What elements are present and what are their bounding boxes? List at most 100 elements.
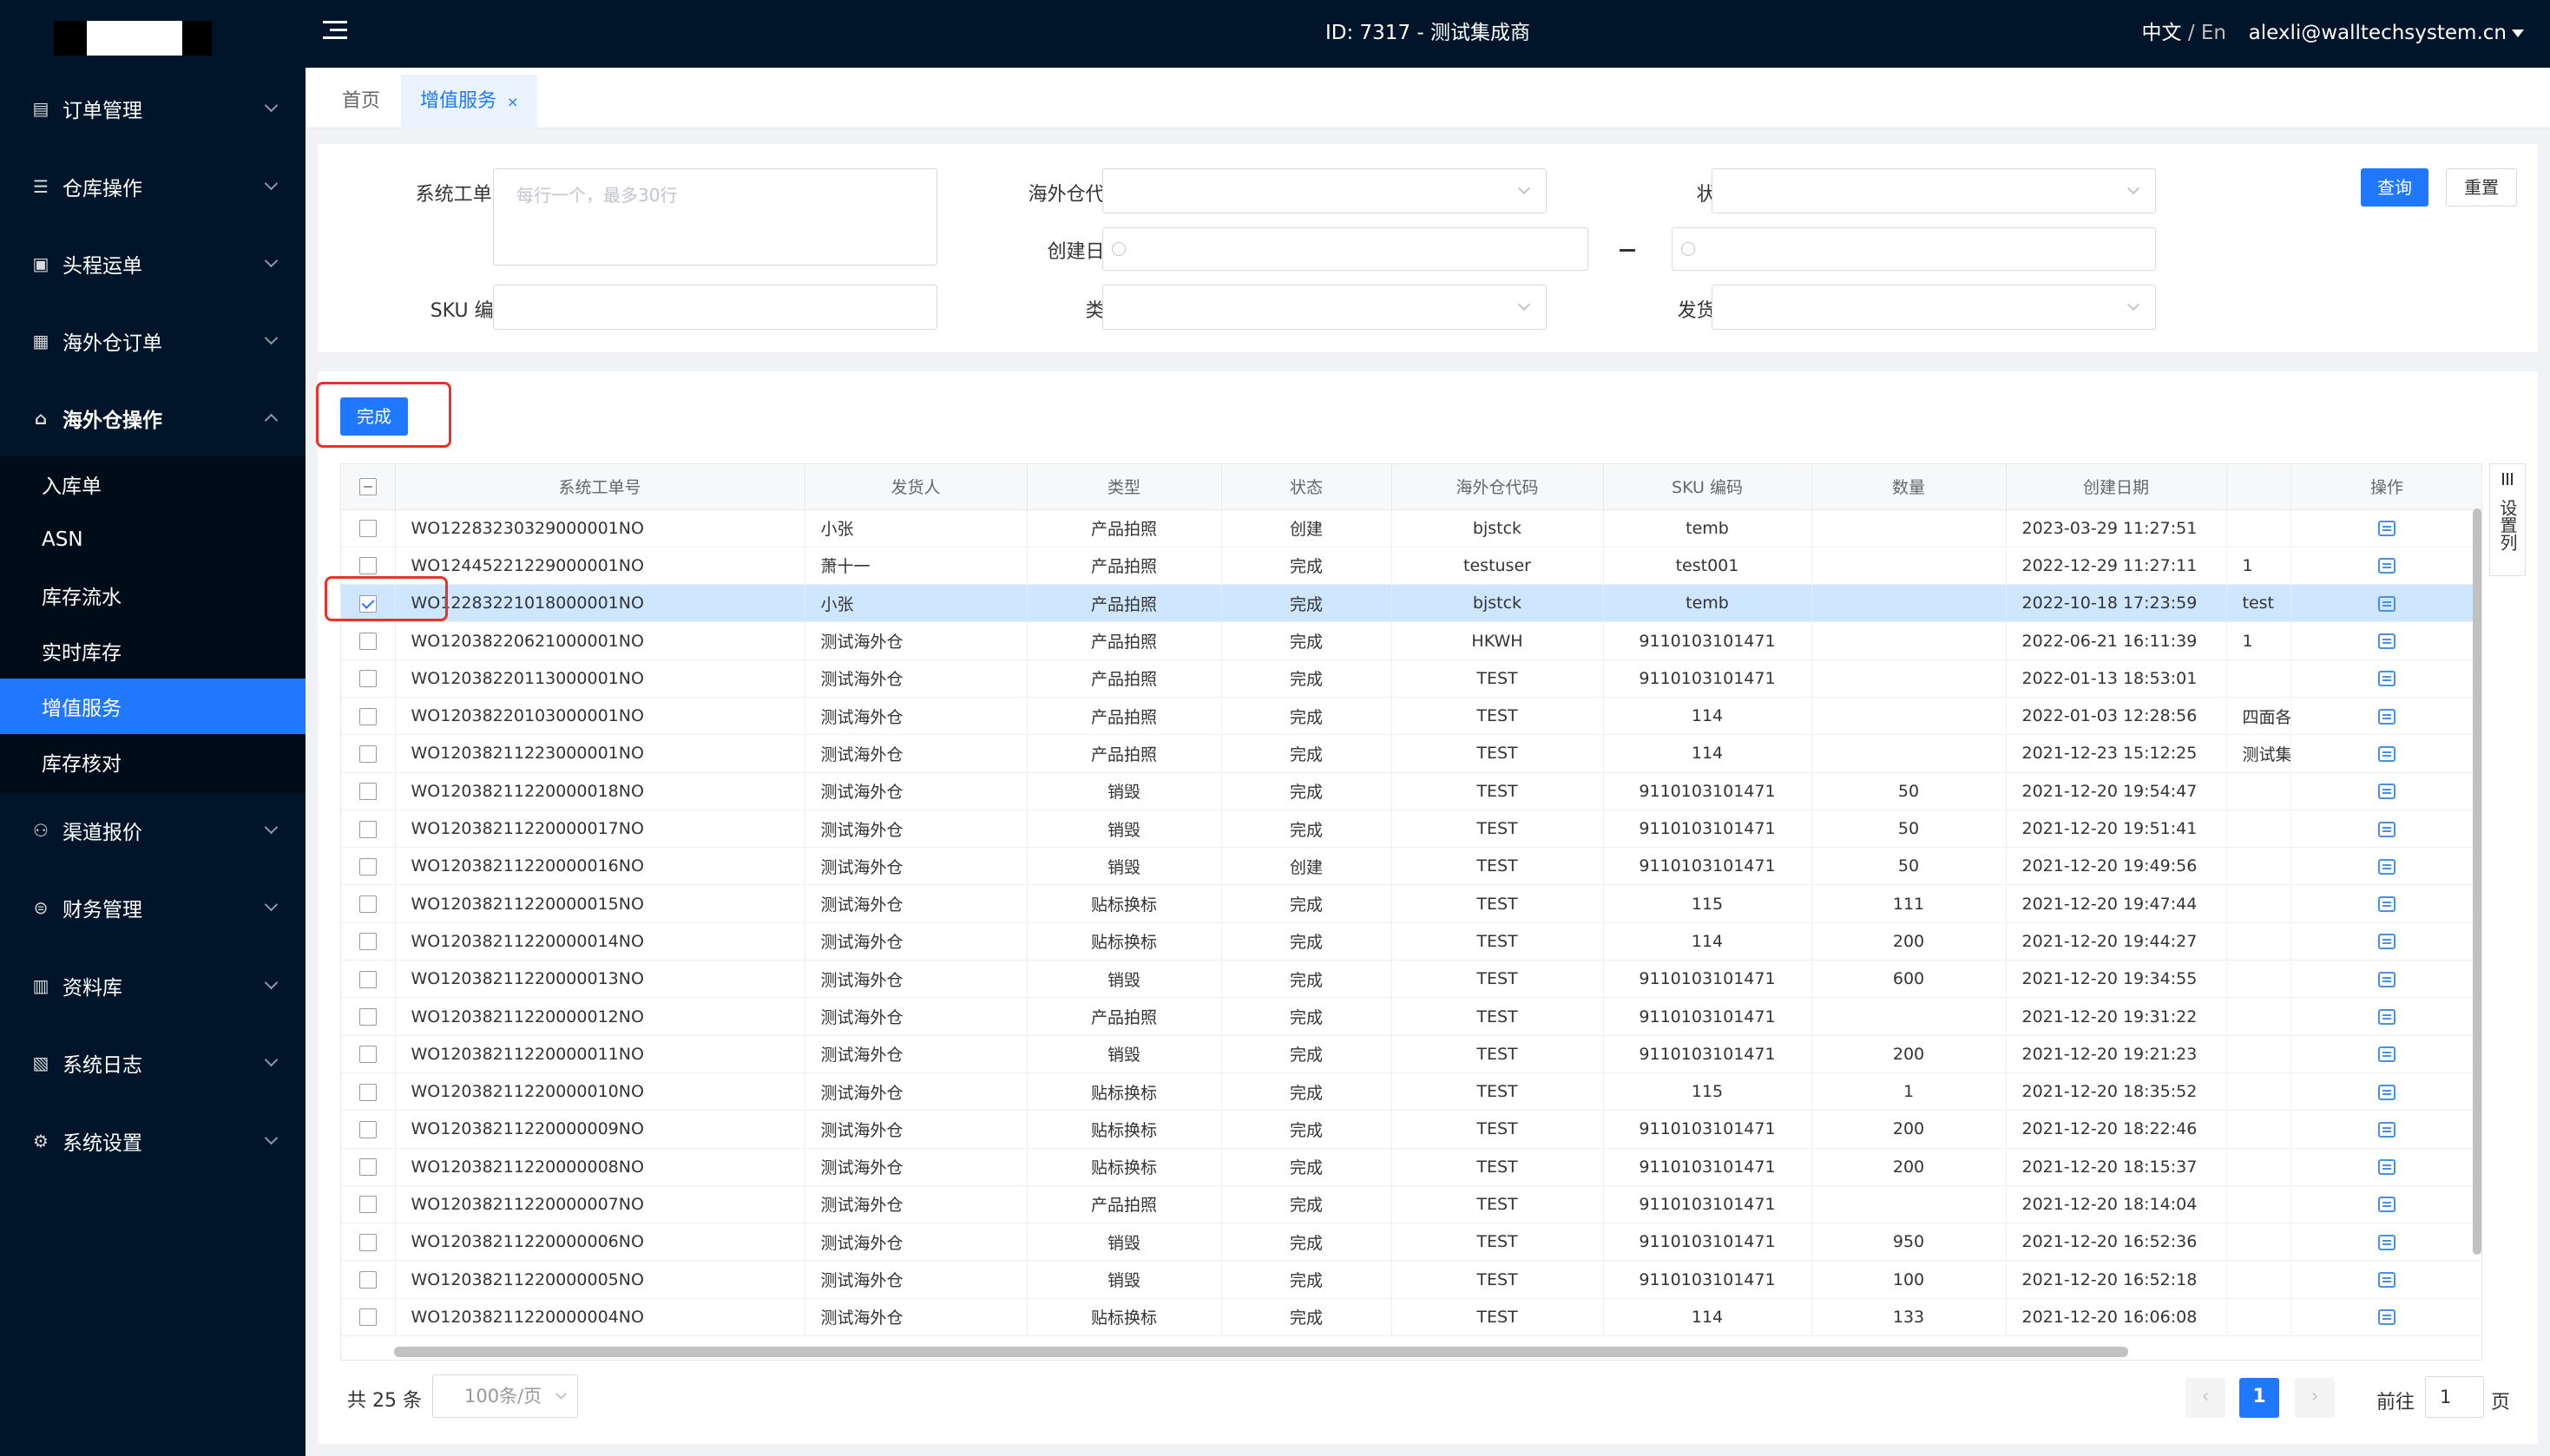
vertical-scrollbar[interactable]: [2473, 508, 2481, 1255]
view-detail-icon[interactable]: [2378, 1309, 2396, 1326]
row-select-cell[interactable]: [341, 847, 396, 886]
lang-en[interactable]: En: [2200, 22, 2226, 44]
sidebar-item-database[interactable]: ▥ 资料库: [0, 947, 306, 1025]
row-checkbox[interactable]: [358, 594, 377, 613]
view-detail-icon[interactable]: [2378, 1234, 2396, 1250]
row-select-cell[interactable]: [341, 1260, 396, 1299]
row-select-cell[interactable]: [341, 659, 396, 698]
view-detail-icon[interactable]: [2378, 821, 2396, 837]
shipper-select[interactable]: [1712, 285, 2156, 330]
row-select-cell[interactable]: [341, 997, 396, 1036]
table-row[interactable]: WO12038211220000017NO 测试海外仓 销毁 完成 TEST 911010…: [341, 810, 2481, 849]
sidebar-item-finance[interactable]: ⊜ 财务管理: [0, 869, 306, 947]
table-row[interactable]: WO12038211220000008NO 测试海外仓 贴标换标 完成 TEST 9110…: [341, 1148, 2481, 1186]
view-detail-icon[interactable]: [2378, 708, 2396, 725]
date-start-input[interactable]: [1102, 227, 1588, 271]
sys-no-textarea[interactable]: 每行一个，最多30行: [493, 168, 937, 266]
select-all-checkbox[interactable]: [358, 478, 377, 496]
row-select-cell[interactable]: [341, 621, 396, 660]
table-row[interactable]: WO12038220113000001NO 测试海外仓 产品拍照 完成 TEST 9110…: [341, 659, 2481, 698]
table-row[interactable]: WO12038211220000006NO 测试海外仓 销毁 完成 TEST 911010…: [341, 1223, 2481, 1262]
row-checkbox[interactable]: [358, 1083, 377, 1101]
view-detail-icon[interactable]: [2378, 558, 2396, 574]
query-button[interactable]: 查询: [2361, 168, 2428, 207]
prev-page-button[interactable]: ‹: [2185, 1378, 2225, 1418]
view-detail-icon[interactable]: [2378, 521, 2396, 537]
row-select-cell[interactable]: [341, 1223, 396, 1262]
submenu-item-stock-flow[interactable]: 库存流水: [42, 587, 122, 609]
row-checkbox[interactable]: [358, 670, 377, 688]
row-checkbox[interactable]: [358, 744, 377, 763]
submenu-item-inbound[interactable]: 入库单: [42, 475, 102, 498]
table-row[interactable]: WO12038211220000018NO 测试海外仓 销毁 完成 TEST 911010…: [341, 772, 2481, 810]
submenu-item-stock-check[interactable]: 库存核对: [42, 753, 122, 776]
row-select-cell[interactable]: [341, 734, 396, 773]
horizontal-scrollbar[interactable]: [394, 1347, 2128, 1357]
row-checkbox[interactable]: [358, 970, 377, 988]
row-select-cell[interactable]: [341, 772, 396, 810]
row-checkbox[interactable]: [358, 783, 377, 801]
table-row[interactable]: WO12038211220000009NO 测试海外仓 贴标换标 完成 TEST 9110…: [341, 1110, 2481, 1149]
sidebar-item-channel-quote[interactable]: ⚇ 渠道报价: [0, 791, 306, 869]
sidebar-item-warehouse-ops[interactable]: ☰ 仓库操作: [0, 148, 306, 226]
table-row[interactable]: WO12038211220000010NO 测试海外仓 贴标换标 完成 TEST 115 1…: [341, 1072, 2481, 1112]
table-row[interactable]: WO12038211220000013NO 测试海外仓 销毁 完成 TEST 911010…: [341, 960, 2481, 999]
submenu-item-asn[interactable]: ASN: [42, 528, 83, 551]
select-all-cell[interactable]: [341, 464, 396, 510]
table-row[interactable]: WO12038220621000001NO 测试海外仓 产品拍照 完成 HKWH 9110…: [341, 621, 2481, 660]
submenu-item-realtime-stock[interactable]: 实时库存: [42, 642, 122, 665]
row-select-cell[interactable]: [341, 509, 396, 548]
view-detail-icon[interactable]: [2378, 1121, 2396, 1138]
row-checkbox[interactable]: [358, 1196, 377, 1214]
row-select-cell[interactable]: [341, 1110, 396, 1149]
row-checkbox[interactable]: [358, 1120, 377, 1138]
submenu-item-value-added[interactable]: 增值服务: [0, 679, 306, 734]
reset-button[interactable]: 重置: [2446, 168, 2517, 207]
table-row[interactable]: WO12038220103000001NO 测试海外仓 产品拍照 完成 TEST 114 2…: [341, 697, 2481, 736]
caret-down-icon[interactable]: [2512, 30, 2524, 37]
goto-page-input[interactable]: 1: [2425, 1376, 2484, 1418]
row-checkbox[interactable]: [358, 1271, 377, 1289]
table-row[interactable]: WO12445221229000001NO 萧十一 产品拍照 完成 testuser te…: [341, 547, 2481, 586]
row-select-cell[interactable]: [341, 1072, 396, 1112]
view-detail-icon[interactable]: [2378, 858, 2396, 875]
sidebar-item-system-settings[interactable]: ⚙ 系统设置: [0, 1102, 306, 1180]
complete-button[interactable]: 完成: [340, 397, 408, 436]
row-checkbox[interactable]: [358, 1308, 377, 1327]
tab-home[interactable]: 首页: [342, 90, 381, 112]
view-detail-icon[interactable]: [2378, 1084, 2396, 1100]
close-icon[interactable]: ×: [507, 94, 519, 110]
language-switch[interactable]: 中文 / En: [2142, 0, 2226, 66]
row-checkbox[interactable]: [358, 895, 377, 914]
table-row[interactable]: WO12038211220000011NO 测试海外仓 销毁 完成 TEST 911010…: [341, 1035, 2481, 1073]
row-select-cell[interactable]: [341, 810, 396, 849]
view-detail-icon[interactable]: [2378, 784, 2396, 800]
sidebar-item-overseas-orders[interactable]: ▦ 海外仓订单: [0, 302, 306, 380]
row-checkbox[interactable]: [358, 633, 377, 651]
lang-zh[interactable]: 中文: [2141, 22, 2182, 44]
row-select-cell[interactable]: [341, 960, 396, 999]
row-checkbox[interactable]: [358, 1046, 377, 1064]
row-select-cell[interactable]: [341, 584, 396, 623]
view-detail-icon[interactable]: [2378, 1009, 2396, 1025]
tab-value-added[interactable]: 增值服务 ×: [401, 75, 538, 128]
table-row[interactable]: WO12283230329000001NO 小张 产品拍照 创建 bjstck temb 2…: [341, 509, 2481, 548]
view-detail-icon[interactable]: [2378, 971, 2396, 987]
next-page-button[interactable]: ›: [2295, 1378, 2335, 1418]
row-select-cell[interactable]: [341, 884, 396, 923]
sidebar-item-first-leg[interactable]: ▣ 头程运单: [0, 225, 306, 303]
view-detail-icon[interactable]: [2378, 1046, 2396, 1063]
row-checkbox[interactable]: [358, 1008, 377, 1026]
row-checkbox[interactable]: [358, 933, 377, 951]
row-checkbox[interactable]: [358, 820, 377, 838]
status-select[interactable]: [1712, 168, 2156, 213]
date-end-input[interactable]: [1672, 227, 2156, 271]
row-checkbox[interactable]: [358, 1158, 377, 1177]
table-row[interactable]: WO12038211220000012NO 测试海外仓 产品拍照 完成 TEST 9110…: [341, 997, 2481, 1036]
table-row[interactable]: WO12038211220000015NO 测试海外仓 贴标换标 完成 TEST 115 1…: [341, 884, 2481, 923]
view-detail-icon[interactable]: [2378, 745, 2396, 762]
sidebar-item-overseas-ops[interactable]: ⌂ 海外仓操作: [0, 379, 306, 457]
view-detail-icon[interactable]: [2378, 595, 2396, 612]
row-select-cell[interactable]: [341, 1035, 396, 1073]
row-checkbox[interactable]: [358, 707, 377, 725]
